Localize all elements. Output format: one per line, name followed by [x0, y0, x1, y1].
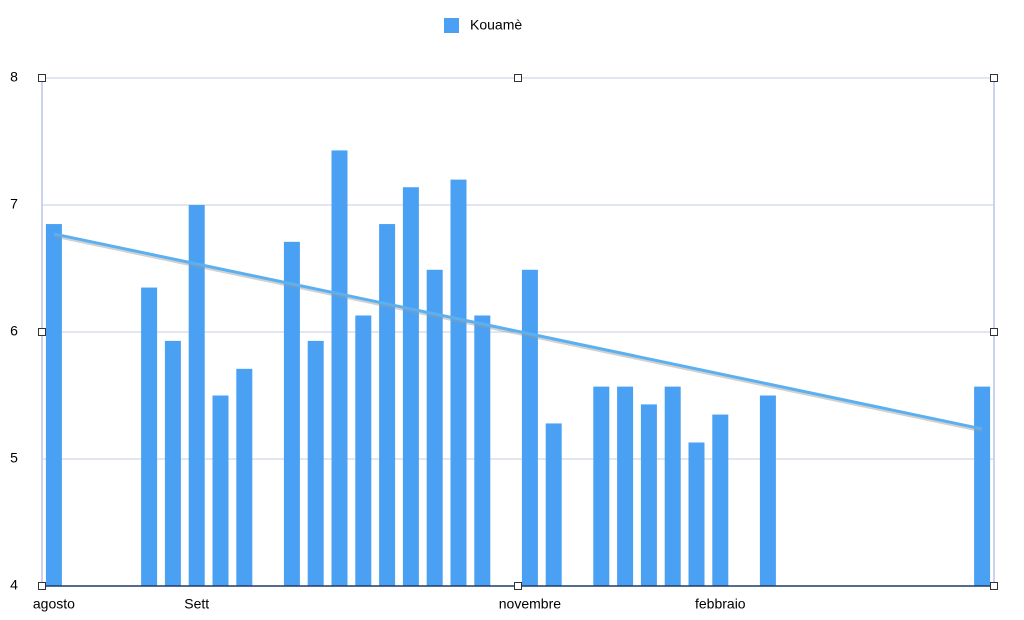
bar	[545, 423, 562, 586]
legend-swatch	[444, 18, 459, 33]
selection-handle	[38, 582, 46, 590]
bar	[474, 315, 491, 586]
bar	[141, 287, 158, 586]
bar	[759, 395, 776, 586]
y-tick-label: 8	[10, 69, 18, 85]
x-tick-label: Sett	[184, 596, 209, 612]
trendline	[53, 232, 983, 431]
bar	[974, 386, 991, 586]
y-tick-label: 4	[10, 577, 18, 593]
bar	[331, 150, 348, 586]
bar	[188, 205, 205, 586]
x-tick-label: febbraio	[695, 596, 746, 612]
bar	[521, 269, 538, 586]
x-tick-label: agosto	[33, 596, 75, 612]
bar	[283, 241, 300, 586]
bar	[45, 224, 62, 587]
y-tick-label: 7	[10, 196, 18, 212]
selection-handle	[38, 328, 46, 336]
bar	[664, 386, 681, 586]
bar	[164, 340, 181, 586]
legend-label: Kouamè	[470, 17, 522, 33]
bar	[307, 340, 324, 586]
x-tick-label: novembre	[499, 596, 561, 612]
bar	[355, 315, 372, 586]
selection-handle	[990, 328, 998, 336]
y-tick-label: 5	[10, 450, 18, 466]
bar	[379, 224, 396, 587]
selection-handle	[514, 582, 522, 590]
bar	[426, 269, 443, 586]
bar	[450, 179, 467, 586]
selection-handle	[990, 582, 998, 590]
selection-handle	[38, 74, 46, 82]
bar	[593, 386, 610, 586]
selection-handle	[514, 74, 522, 82]
y-tick-label: 6	[10, 323, 18, 339]
selection-handle	[990, 74, 998, 82]
selection-handles	[38, 74, 998, 590]
bar	[402, 187, 419, 586]
bar	[236, 368, 253, 586]
bar	[617, 386, 634, 586]
bar	[212, 395, 229, 586]
bar	[640, 404, 657, 586]
bar	[688, 442, 705, 586]
bar	[712, 414, 729, 586]
trendline-shadow	[53, 234, 983, 433]
